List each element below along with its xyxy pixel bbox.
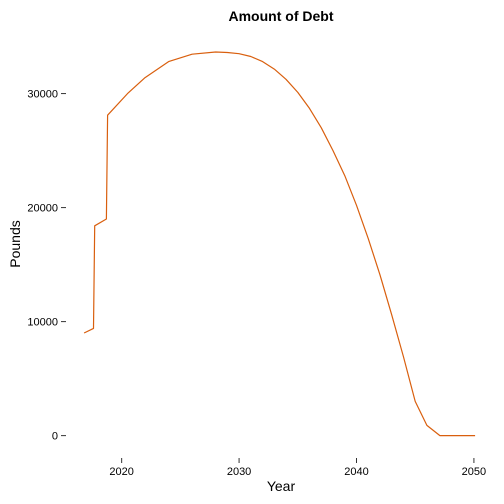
y-tick-label: 20000 — [27, 203, 58, 215]
y-axis: 0 10000 20000 30000 — [27, 89, 66, 443]
chart-title: Amount of Debt — [229, 8, 334, 24]
x-tick-label: 2030 — [227, 466, 251, 478]
y-tick-label: 30000 — [27, 89, 58, 101]
x-axis: 2020 2030 2040 2050 — [109, 458, 486, 478]
debt-series-line — [83, 51, 476, 437]
x-axis-title: Year — [267, 478, 296, 494]
y-axis-title: Pounds — [7, 220, 23, 267]
plot-area — [83, 51, 476, 437]
x-tick-label: 2040 — [344, 466, 368, 478]
x-tick-label: 2050 — [462, 466, 486, 478]
y-tick-label: 10000 — [27, 317, 58, 329]
y-tick-label: 0 — [52, 431, 58, 443]
x-tick-label: 2020 — [109, 466, 133, 478]
